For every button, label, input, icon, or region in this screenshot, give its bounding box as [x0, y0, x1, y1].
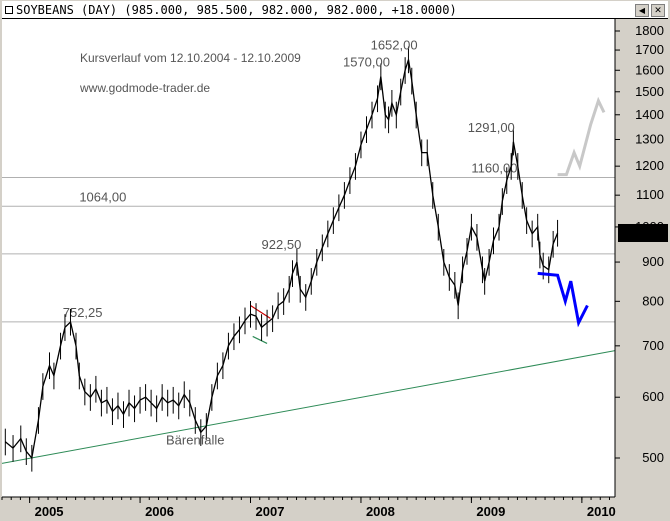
y-tick-label: 1200	[635, 158, 664, 173]
annotation-label: 1291,00	[468, 120, 515, 135]
window-menu-icon[interactable]	[5, 6, 13, 14]
annotation-label: 1652,00	[371, 38, 418, 53]
level-label: 922,50	[262, 237, 302, 252]
y-tick-label: 1500	[635, 84, 664, 99]
x-tick-label: 2008	[366, 504, 395, 519]
y-tick-label: 1300	[635, 131, 664, 146]
support-trendline	[1, 350, 616, 464]
last-price-label: 982.00	[626, 226, 666, 241]
x-tick-label: 2009	[476, 504, 505, 519]
x-tick-label: 2010	[587, 504, 616, 519]
level-label: 1160,00	[471, 160, 517, 175]
y-tick-label: 1600	[635, 62, 664, 77]
close-icon[interactable]: ✕	[651, 4, 665, 17]
chart-header: SOYBEANS (DAY) (985.000, 985.500, 982.00…	[2, 1, 668, 19]
y-tick-label: 1800	[635, 23, 664, 38]
annotation-label: Bärenfalle	[166, 432, 225, 447]
plot-area	[2, 19, 615, 497]
x-tick-label: 2005	[35, 504, 64, 519]
chart-title: Kursverlauf vom 12.10.2004 - 12.10.2009	[80, 51, 301, 65]
level-label: 752,25	[63, 305, 103, 320]
price-series-line	[4, 59, 559, 460]
y-tick-label: 900	[642, 254, 664, 269]
y-tick-label: 800	[642, 293, 664, 308]
x-tick-label: 2007	[256, 504, 285, 519]
bearish-projection-line	[537, 271, 589, 328]
last-price-box	[618, 223, 668, 242]
annotation-label: 1570,00	[343, 55, 390, 70]
chart-subtitle: www.godmode-trader.de	[79, 81, 210, 95]
x-tick-label: 2006	[145, 504, 174, 519]
bullish-projection-line	[557, 96, 606, 177]
level-label: 1064,00	[79, 189, 126, 204]
y-tick-label: 1400	[635, 107, 664, 122]
symbol-title: SOYBEANS (DAY) (985.000, 985.500, 982.00…	[16, 3, 457, 17]
triangle-lower-line	[252, 335, 268, 345]
scroll-left-icon[interactable]: ◀	[635, 4, 649, 17]
y-tick-label: 700	[642, 338, 664, 353]
y-tick-label: 600	[642, 389, 664, 404]
y-tick-label: 1700	[635, 42, 664, 57]
y-tick-label: 1100	[636, 187, 664, 202]
y-tick-label: 500	[642, 450, 664, 465]
